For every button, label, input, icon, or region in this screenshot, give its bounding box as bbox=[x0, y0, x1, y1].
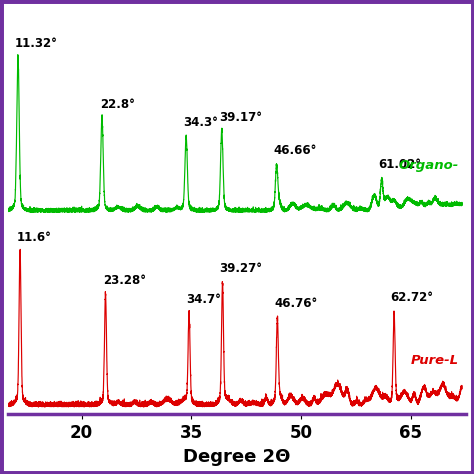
Text: 62.72°: 62.72° bbox=[391, 291, 433, 304]
Text: 22.8°: 22.8° bbox=[100, 98, 135, 111]
Text: 11.6°: 11.6° bbox=[17, 231, 51, 244]
Text: 46.66°: 46.66° bbox=[273, 144, 317, 156]
Text: 34.3°: 34.3° bbox=[183, 116, 218, 129]
Text: 39.17°: 39.17° bbox=[219, 110, 262, 124]
Text: 23.28°: 23.28° bbox=[103, 274, 146, 287]
Text: Organo-: Organo- bbox=[398, 159, 458, 173]
X-axis label: Degree 2Θ: Degree 2Θ bbox=[183, 447, 291, 465]
Text: 11.32°: 11.32° bbox=[14, 37, 57, 50]
Text: Pure-L: Pure-L bbox=[410, 354, 458, 367]
Text: 46.76°: 46.76° bbox=[274, 297, 318, 310]
Text: 34.7°: 34.7° bbox=[186, 293, 221, 306]
Text: 61.02°: 61.02° bbox=[378, 158, 421, 171]
Text: 39.27°: 39.27° bbox=[219, 263, 263, 275]
